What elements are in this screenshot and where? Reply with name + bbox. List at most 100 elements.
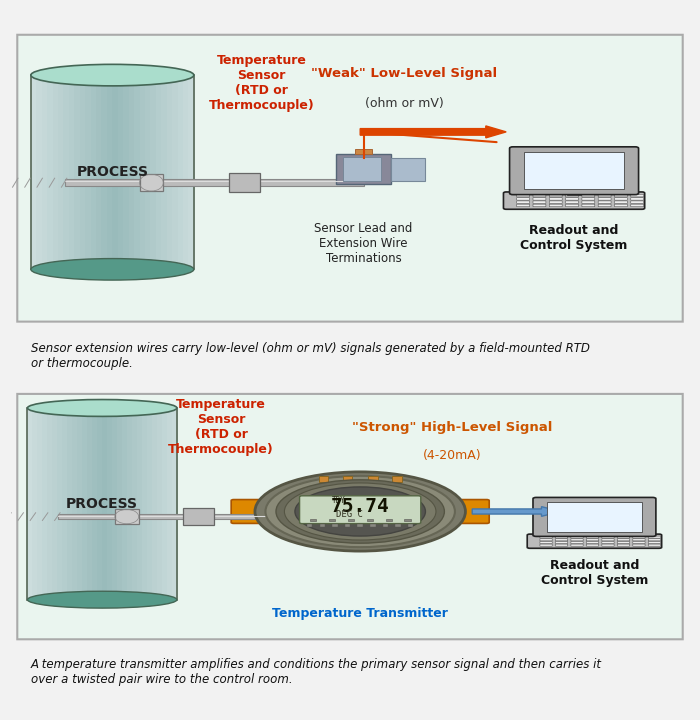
FancyBboxPatch shape — [587, 539, 598, 541]
Bar — [115, 510, 139, 523]
Bar — [107, 75, 113, 269]
Bar — [112, 408, 118, 600]
Ellipse shape — [27, 591, 177, 608]
FancyBboxPatch shape — [18, 394, 682, 639]
Bar — [74, 75, 81, 269]
FancyBboxPatch shape — [540, 536, 552, 538]
Bar — [117, 408, 122, 600]
Text: Temperature
Sensor
(RTD or
Thermocouple): Temperature Sensor (RTD or Thermocouple) — [209, 53, 314, 112]
Bar — [320, 524, 325, 526]
Bar — [134, 75, 140, 269]
FancyBboxPatch shape — [300, 496, 421, 523]
Bar — [137, 408, 143, 600]
FancyBboxPatch shape — [582, 194, 595, 197]
FancyBboxPatch shape — [533, 194, 546, 197]
FancyBboxPatch shape — [617, 544, 629, 546]
Bar — [122, 408, 127, 600]
Text: Temperature Transmitter: Temperature Transmitter — [272, 607, 448, 620]
FancyBboxPatch shape — [631, 197, 644, 200]
FancyBboxPatch shape — [550, 201, 562, 204]
Bar — [162, 408, 167, 600]
Bar — [157, 408, 162, 600]
FancyBboxPatch shape — [633, 539, 645, 541]
FancyBboxPatch shape — [503, 192, 645, 210]
FancyBboxPatch shape — [571, 544, 583, 546]
Bar — [343, 476, 352, 482]
Text: Sensor Lead and
Extension Wire
Terminations: Sensor Lead and Extension Wire Terminati… — [314, 222, 413, 266]
Text: A temperature transmitter amplifies and conditions the primary sensor signal and: A temperature transmitter amplifies and … — [31, 658, 602, 686]
Bar — [367, 519, 372, 521]
FancyBboxPatch shape — [571, 536, 583, 538]
Bar — [145, 75, 151, 269]
Bar — [58, 75, 64, 269]
FancyBboxPatch shape — [533, 197, 546, 200]
Text: Readout and
Control System: Readout and Control System — [541, 559, 648, 587]
Text: Sensor extension wires carry low-level (ohm or mV) signals generated by a field-: Sensor extension wires carry low-level (… — [31, 342, 589, 370]
Bar — [96, 75, 102, 269]
Bar — [47, 75, 53, 269]
FancyBboxPatch shape — [527, 534, 662, 549]
FancyBboxPatch shape — [633, 541, 645, 544]
Bar — [332, 524, 337, 526]
Bar — [178, 75, 183, 269]
Bar — [48, 408, 53, 600]
Bar — [343, 157, 381, 181]
Bar — [408, 524, 414, 526]
Circle shape — [255, 472, 466, 551]
Bar — [31, 75, 37, 269]
FancyBboxPatch shape — [555, 536, 568, 538]
Bar — [64, 75, 69, 269]
FancyBboxPatch shape — [617, 536, 629, 538]
FancyBboxPatch shape — [598, 201, 611, 204]
Bar — [118, 75, 124, 269]
Bar — [147, 408, 153, 600]
Bar — [167, 75, 173, 269]
Bar — [229, 173, 260, 192]
Bar — [92, 408, 98, 600]
Circle shape — [265, 476, 455, 547]
Bar — [88, 408, 93, 600]
FancyBboxPatch shape — [602, 536, 614, 538]
Bar — [345, 524, 350, 526]
Bar — [307, 524, 312, 526]
FancyBboxPatch shape — [555, 541, 568, 544]
Bar — [547, 502, 642, 532]
FancyBboxPatch shape — [615, 194, 627, 197]
Bar — [57, 408, 63, 600]
FancyBboxPatch shape — [615, 204, 627, 207]
Bar — [31, 75, 194, 269]
FancyBboxPatch shape — [598, 204, 611, 207]
Ellipse shape — [31, 258, 194, 280]
Bar — [112, 75, 118, 269]
FancyBboxPatch shape — [533, 201, 546, 204]
Bar — [161, 75, 167, 269]
Bar — [52, 75, 59, 269]
FancyBboxPatch shape — [533, 498, 656, 536]
FancyBboxPatch shape — [602, 539, 614, 541]
FancyBboxPatch shape — [617, 541, 629, 544]
Bar — [310, 519, 316, 521]
Bar — [172, 75, 178, 269]
Text: DEG C: DEG C — [336, 510, 363, 519]
Bar — [172, 408, 178, 600]
Bar — [36, 75, 43, 269]
FancyBboxPatch shape — [617, 539, 629, 541]
Bar — [392, 476, 402, 482]
FancyBboxPatch shape — [631, 204, 644, 207]
Circle shape — [276, 480, 444, 543]
Bar — [67, 408, 73, 600]
Bar — [329, 519, 335, 521]
Bar — [142, 408, 148, 600]
Circle shape — [284, 483, 436, 540]
FancyArrow shape — [360, 126, 506, 138]
FancyBboxPatch shape — [648, 544, 661, 546]
Bar — [62, 408, 68, 600]
Text: TDY: TDY — [332, 496, 346, 505]
Bar — [27, 408, 33, 600]
Circle shape — [295, 487, 426, 536]
Bar — [156, 75, 162, 269]
Bar — [524, 153, 624, 189]
FancyBboxPatch shape — [550, 197, 562, 200]
FancyBboxPatch shape — [540, 541, 552, 544]
Bar — [65, 179, 363, 186]
